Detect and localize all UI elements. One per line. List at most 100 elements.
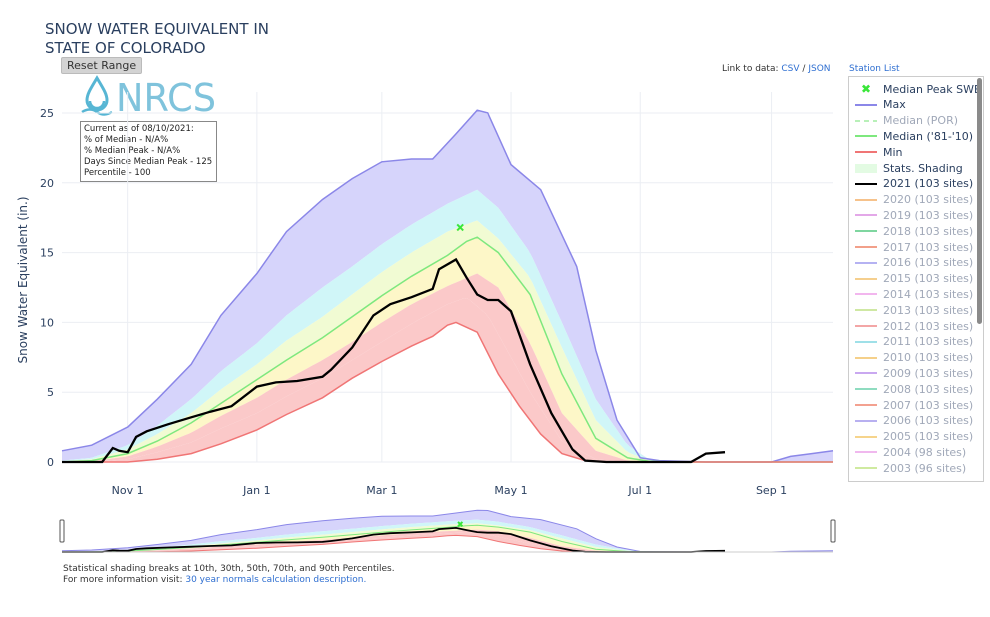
legend-item[interactable]: 2011 (103 sites) <box>853 334 974 350</box>
legend-symbol-icon <box>853 431 879 443</box>
y-tick-label: 10 <box>40 316 54 329</box>
footer-note: Statistical shading breaks at 10th, 30th… <box>63 564 395 586</box>
legend-item[interactable]: Min <box>853 144 971 160</box>
legend-item[interactable]: 2006 (103 sites) <box>853 413 974 429</box>
legend-label: Median (POR) <box>883 114 959 128</box>
legend-item[interactable]: 2007 (103 sites) <box>853 397 974 413</box>
legend-symbol-icon <box>853 194 879 206</box>
chart-title-line1: SNOW WATER EQUIVALENT IN <box>45 20 269 38</box>
legend-label: 2008 (103 sites) <box>883 382 974 396</box>
legend-symbol-icon <box>853 446 879 458</box>
legend-symbol-icon <box>853 115 879 127</box>
legend-label: 2004 (98 sites) <box>883 445 967 459</box>
legend-symbol-icon <box>853 99 879 111</box>
legend-item[interactable]: 2016 (103 sites) <box>853 255 974 271</box>
legend-symbol-icon <box>853 241 879 253</box>
y-tick-label: 25 <box>40 107 54 120</box>
band-p10-min <box>62 532 833 552</box>
legend-label: 2007 (103 sites) <box>883 398 974 412</box>
legend-item[interactable]: ✖ Median Peak SWE <box>853 81 981 97</box>
legend-symbol-icon <box>853 304 879 316</box>
band-p50-p30 <box>62 525 833 552</box>
median-peak-marker <box>457 521 464 528</box>
x-tick-label: Jan 1 <box>242 484 270 497</box>
legend-label: 2018 (103 sites) <box>883 224 974 238</box>
x-tick-label: Mar 1 <box>366 484 397 497</box>
legend-item[interactable]: 2019 (103 sites) <box>853 207 974 223</box>
legend-item[interactable]: Max <box>853 97 971 113</box>
normals-description-link[interactable]: 30 year normals calculation description. <box>185 575 367 585</box>
reset-range-button[interactable]: Reset Range <box>61 57 143 74</box>
legend-item[interactable]: 2003 (96 sites) <box>853 460 971 476</box>
station-list-link[interactable]: Station List <box>849 64 900 74</box>
legend-label: 2009 (103 sites) <box>883 366 974 380</box>
chart-title-line2: STATE OF COLORADO <box>45 39 206 57</box>
band-p10-min <box>62 298 833 462</box>
range-handle-right[interactable] <box>830 519 836 543</box>
footer-shading-note: Statistical shading breaks at 10th, 30th… <box>63 564 395 574</box>
data-links: Link to data: CSV / JSON <box>722 64 831 74</box>
legend-label: 2020 (103 sites) <box>883 193 974 207</box>
legend-label: Stats. Shading <box>883 161 963 175</box>
x-tick-label: May 1 <box>494 484 527 497</box>
legend-item[interactable]: 2008 (103 sites) <box>853 381 974 397</box>
info-percent-median-peak: % Median Peak - N/A% <box>84 146 181 156</box>
range-slider[interactable] <box>59 506 836 554</box>
legend-symbol-icon <box>853 288 879 300</box>
y-tick-label: 20 <box>40 177 54 190</box>
info-percentile: Percentile - 100 <box>84 168 151 178</box>
y-tick-label: 0 <box>47 456 54 469</box>
y-tick-label: 5 <box>47 386 54 399</box>
legend-label: 2010 (103 sites) <box>883 351 974 365</box>
legend-label: 2005 (103 sites) <box>883 430 974 444</box>
legend-item[interactable]: 2017 (103 sites) <box>853 239 973 255</box>
legend-scrollbar[interactable] <box>977 78 982 324</box>
legend-item[interactable]: Stats. Shading <box>853 160 971 176</box>
logo-text: NRCS <box>116 76 216 120</box>
legend-item[interactable]: Median ('81-'10) <box>853 128 973 144</box>
csv-link[interactable]: CSV <box>781 64 800 74</box>
legend-label: 2019 (103 sites) <box>883 208 974 222</box>
legend-label: 2003 (96 sites) <box>883 461 967 475</box>
band-p30-p10 <box>62 529 833 552</box>
legend-symbol-icon <box>853 178 879 190</box>
legend-item[interactable]: 2014 (103 sites) <box>853 286 974 302</box>
min-line <box>62 321 833 463</box>
current-year-line <box>62 526 726 553</box>
legend-label: 2016 (103 sites) <box>883 256 974 270</box>
footer-more-info: For more information visit: 30 year norm… <box>63 575 395 586</box>
legend-symbol-icon <box>853 383 879 395</box>
legend-item[interactable]: 2012 (103 sites) <box>853 318 974 334</box>
legend-symbol-icon <box>853 352 879 364</box>
legend-label: Max <box>883 98 906 112</box>
legend: ✖ Median Peak SWE Max Median (POR) Median ('… <box>848 76 984 482</box>
legend-item[interactable]: 2013 (103 sites) <box>853 302 973 318</box>
range-handle-left[interactable] <box>59 519 65 543</box>
legend-item[interactable]: Median (POR) <box>853 113 971 129</box>
legend-item[interactable]: 2015 (103 sites) <box>853 271 973 287</box>
legend-symbol-icon <box>853 399 879 411</box>
legend-symbol-icon <box>853 367 879 379</box>
legend-symbol-icon <box>853 146 879 158</box>
legend-item[interactable]: 2009 (103 sites) <box>853 365 974 381</box>
json-link[interactable]: JSON <box>808 64 831 74</box>
legend-item[interactable]: 2020 (103 sites) <box>853 192 974 208</box>
band-max-p90 <box>62 510 833 552</box>
legend-symbol-icon <box>853 273 879 285</box>
legend-item[interactable]: 2010 (103 sites) <box>853 350 974 366</box>
legend-symbol-icon <box>853 209 879 221</box>
legend-label: 2006 (103 sites) <box>883 414 974 428</box>
legend-symbol-icon <box>853 415 879 427</box>
x-tick-label: Jul 1 <box>627 484 652 497</box>
legend-label: 2014 (103 sites) <box>883 287 974 301</box>
footer-prefix: For more information visit: <box>63 575 183 585</box>
legend-item[interactable]: 2004 (98 sites) <box>853 444 971 460</box>
legend-item[interactable]: 2021 (103 sites) <box>853 176 973 192</box>
link-separator: / <box>802 64 806 74</box>
legend-symbol-icon: ✖ <box>860 82 872 96</box>
legend-item[interactable]: 2018 (103 sites) <box>853 223 974 239</box>
legend-label: 2011 (103 sites) <box>883 335 974 349</box>
band-p30-p10 <box>62 273 833 462</box>
legend-label: 2012 (103 sites) <box>883 319 974 333</box>
legend-item[interactable]: 2005 (103 sites) <box>853 429 974 445</box>
